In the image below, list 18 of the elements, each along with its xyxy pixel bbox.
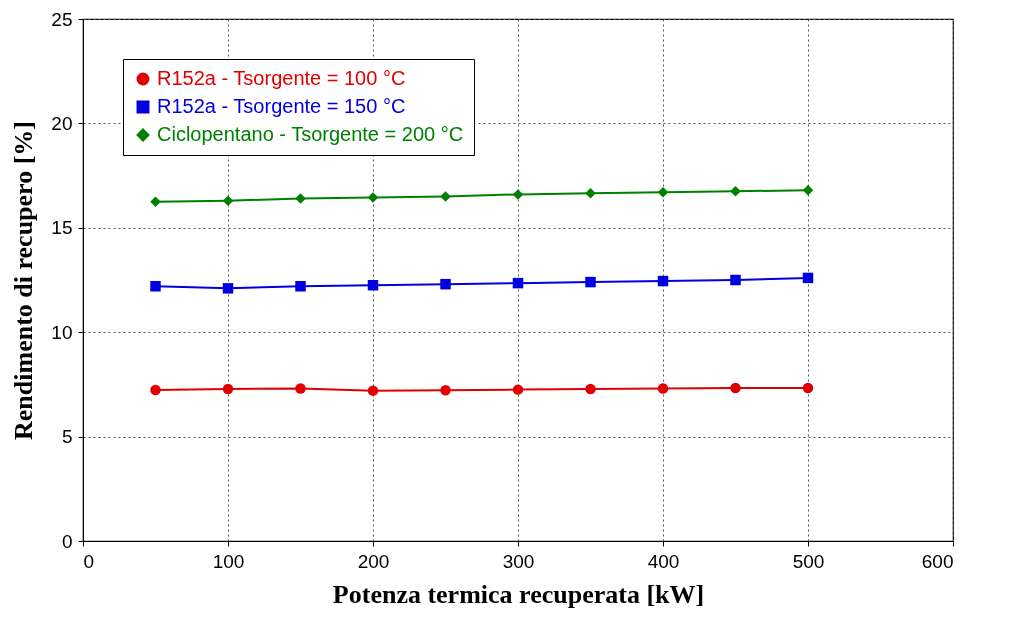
x-tick-label: 200 bbox=[357, 550, 390, 572]
x-tick-label: 300 bbox=[502, 550, 535, 572]
y-tick-label: 20 bbox=[51, 112, 73, 134]
legend-label: Ciclopentano - Tsorgente = 200 °C bbox=[157, 123, 464, 145]
y-axis-title: Rendimento di recupero [%] bbox=[9, 121, 39, 440]
y-tick-label: 15 bbox=[51, 217, 73, 239]
legend-label: R152a - Tsorgente = 150 °C bbox=[157, 95, 406, 117]
y-tick-label: 10 bbox=[51, 321, 73, 343]
x-tick-label: 500 bbox=[792, 550, 825, 572]
x-tick-label: 100 bbox=[212, 550, 245, 572]
y-tick-label: 25 bbox=[51, 8, 73, 30]
x-axis-title: Potenza termica recuperata [kW] bbox=[332, 579, 705, 609]
x-tick-label: 600 bbox=[921, 550, 954, 572]
y-tick-label: 5 bbox=[61, 426, 73, 448]
y-tick-label: 0 bbox=[61, 530, 73, 552]
x-tick-label: 400 bbox=[647, 550, 680, 572]
legend-label: R152a - Tsorgente = 100 °C bbox=[157, 67, 406, 89]
x-tick-label: 0 bbox=[83, 550, 95, 572]
